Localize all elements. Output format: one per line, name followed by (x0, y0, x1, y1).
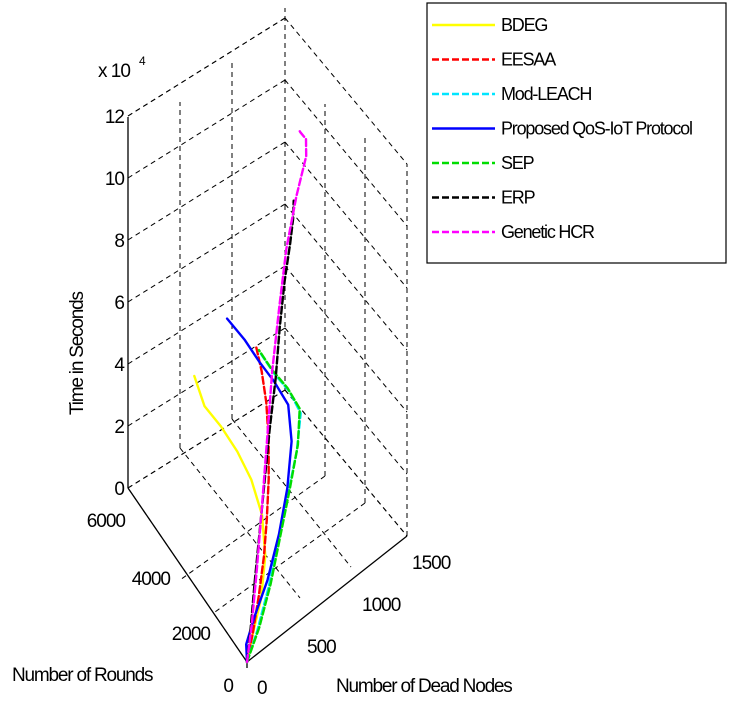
z-tick-label: 4 (114, 355, 125, 376)
z-grid-line-left (127, 389, 286, 489)
z-tick-label: 0 (114, 479, 124, 500)
series-line-bdeg (193, 374, 267, 664)
y-tick-label: 2000 (172, 624, 211, 645)
z-grid-line-left (127, 265, 286, 365)
legend-label: BDEG (501, 15, 547, 35)
legend-box (426, 2, 727, 264)
z-exponent-label: x 10 (98, 61, 130, 82)
z-grid-line-right (284, 17, 408, 165)
series-line-genetic-hcr (245, 128, 308, 664)
z-axis-label: Time in Seconds (67, 291, 88, 415)
legend-label: Proposed QoS-IoT Protocol (501, 119, 692, 139)
z-tick-label: 8 (114, 231, 124, 252)
grid-top-left (127, 17, 286, 117)
series-line-sep (245, 348, 301, 664)
z-exponent-power: 4 (139, 54, 146, 68)
legend-label: EESAA (501, 50, 556, 70)
z-grid-line-right (284, 141, 408, 289)
x-tick-label: 1500 (412, 553, 451, 574)
z-grid-line-right (284, 203, 408, 351)
y-tick-label: 0 (223, 676, 233, 697)
z-tick-labels: 0 2 4 6 8 10 12 (105, 107, 127, 500)
x-tick-labels: 0 500 1000 1500 (257, 553, 452, 699)
z-grid-line-right (284, 265, 408, 413)
legend-label: ERP (501, 188, 536, 208)
z-grid-line-left (127, 79, 286, 179)
z-grid-left-wall (127, 17, 286, 489)
z-grid-line-left (127, 141, 286, 241)
z-grid-line-right (284, 79, 408, 227)
series-lines (193, 128, 308, 664)
z-grid-line-right (284, 327, 408, 475)
y-axis-label: Number of Rounds (12, 665, 153, 686)
z-grid-line-left (127, 203, 286, 303)
legend: BDEG EESAA Mod-LEACH Proposed QoS-IoT Proto… (426, 2, 727, 264)
x-axis-label: Number of Dead Nodes (336, 676, 512, 697)
y-tick-label: 4000 (132, 569, 171, 590)
z-tick-label: 2 (114, 417, 124, 438)
z-tick-label: 10 (105, 169, 125, 190)
z-tick-label: 6 (114, 293, 124, 314)
x-tick-label: 1000 (362, 595, 401, 616)
z-grid-line-right (284, 389, 408, 537)
z-grid-line-left (127, 327, 286, 427)
legend-label: Genetic HCR (501, 222, 595, 242)
grid-lines (127, 8, 408, 663)
legend-label: Mod-LEACH (501, 84, 591, 104)
y-tick-labels: 0 2000 4000 6000 (87, 511, 235, 697)
x-tick-label: 0 (257, 678, 267, 699)
z-tick-label: 12 (105, 107, 125, 128)
legend-label: SEP (501, 153, 535, 173)
x-tick-label: 500 (307, 637, 336, 658)
z-grid-right-wall (284, 17, 408, 537)
y-tick-label: 6000 (87, 511, 126, 532)
